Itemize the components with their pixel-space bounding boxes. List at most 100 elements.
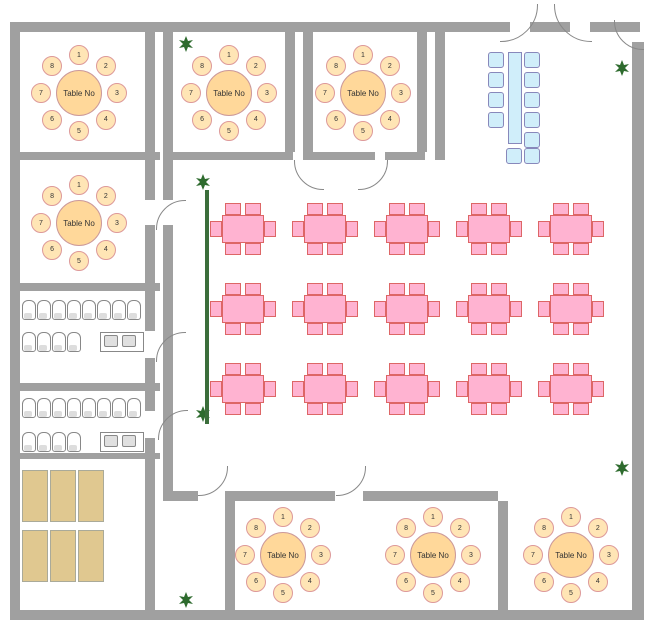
round-seat: 8 (326, 56, 346, 76)
round-seat: 8 (396, 518, 416, 538)
rect-chair (225, 283, 241, 295)
door-arc (170, 438, 228, 496)
rect-chair (538, 221, 550, 237)
blue-chair (488, 52, 504, 68)
rect-chair (553, 243, 569, 255)
toilet-icon (52, 300, 66, 320)
round-seat: 8 (42, 56, 62, 76)
blue-chair (524, 72, 540, 88)
divider-bar (205, 190, 209, 424)
wall (145, 225, 155, 283)
rect-chair (225, 403, 241, 415)
wall (303, 32, 313, 152)
rect-chair (471, 323, 487, 335)
sink-icon (122, 335, 136, 347)
rect-chair (389, 323, 405, 335)
round-seat: 1 (69, 45, 89, 65)
round-seat: 5 (423, 583, 443, 603)
rect-table (304, 215, 346, 243)
rect-table (222, 215, 264, 243)
wall (225, 491, 335, 501)
rect-chair (428, 301, 440, 317)
rect-chair (327, 283, 343, 295)
plant-icon (178, 592, 194, 608)
blue-chair (524, 92, 540, 108)
blue-chair (488, 92, 504, 108)
rect-chair (327, 363, 343, 375)
rect-chair (225, 203, 241, 215)
sink-icon (122, 435, 136, 447)
rect-chair (510, 221, 522, 237)
round-seat: 7 (181, 83, 201, 103)
wall (163, 32, 173, 152)
round-seat: 8 (534, 518, 554, 538)
round-seat: 5 (69, 251, 89, 271)
rect-chair (491, 323, 507, 335)
rect-chair (307, 403, 323, 415)
plant-icon (614, 60, 630, 76)
rect-chair (456, 221, 468, 237)
rect-chair (245, 203, 261, 215)
rect-chair (553, 363, 569, 375)
rect-chair (292, 381, 304, 397)
rect-chair (225, 243, 241, 255)
round-table: Table No (340, 70, 386, 116)
blue-chair (488, 112, 504, 128)
wall (285, 32, 295, 152)
wall (163, 491, 198, 501)
toilet-icon (97, 398, 111, 418)
rect-chair (456, 381, 468, 397)
round-seat: 8 (246, 518, 266, 538)
blue-table (508, 52, 522, 144)
round-seat: 1 (219, 45, 239, 65)
round-seat: 7 (523, 545, 543, 565)
rect-chair (307, 323, 323, 335)
round-seat: 7 (385, 545, 405, 565)
toilet-icon (112, 300, 126, 320)
rect-chair (264, 381, 276, 397)
round-table: Table No (56, 70, 102, 116)
rect-chair (245, 323, 261, 335)
round-seat: 7 (235, 545, 255, 565)
round-seat: 1 (353, 45, 373, 65)
toilet-icon (112, 398, 126, 418)
round-seat: 5 (561, 583, 581, 603)
rect-chair (573, 403, 589, 415)
bench (22, 530, 48, 582)
round-seat: 6 (396, 572, 416, 592)
wall (632, 42, 640, 620)
rect-chair (491, 283, 507, 295)
rect-chair (592, 221, 604, 237)
rect-chair (491, 403, 507, 415)
wall (163, 160, 173, 200)
rect-chair (307, 283, 323, 295)
rect-chair (553, 283, 569, 295)
round-table: Table No (260, 532, 306, 578)
toilet-icon (97, 300, 111, 320)
toilet-icon (127, 300, 141, 320)
rect-chair (573, 363, 589, 375)
rect-chair (538, 301, 550, 317)
wall (10, 152, 160, 160)
round-seat: 6 (534, 572, 554, 592)
round-seat: 4 (450, 572, 470, 592)
toilet-icon (22, 432, 36, 452)
rect-chair (225, 323, 241, 335)
rect-chair (374, 221, 386, 237)
round-seat: 4 (96, 110, 116, 130)
wall (10, 610, 640, 620)
round-seat: 5 (273, 583, 293, 603)
rect-table (222, 375, 264, 403)
plant-icon (195, 174, 211, 190)
round-seat: 5 (69, 121, 89, 141)
wall (10, 283, 160, 291)
rect-chair (389, 403, 405, 415)
rect-table (304, 375, 346, 403)
rect-table (550, 375, 592, 403)
rect-chair (471, 283, 487, 295)
rect-chair (553, 403, 569, 415)
rect-chair (264, 301, 276, 317)
plant-icon (614, 460, 630, 476)
rect-table (386, 295, 428, 323)
rect-chair (456, 301, 468, 317)
